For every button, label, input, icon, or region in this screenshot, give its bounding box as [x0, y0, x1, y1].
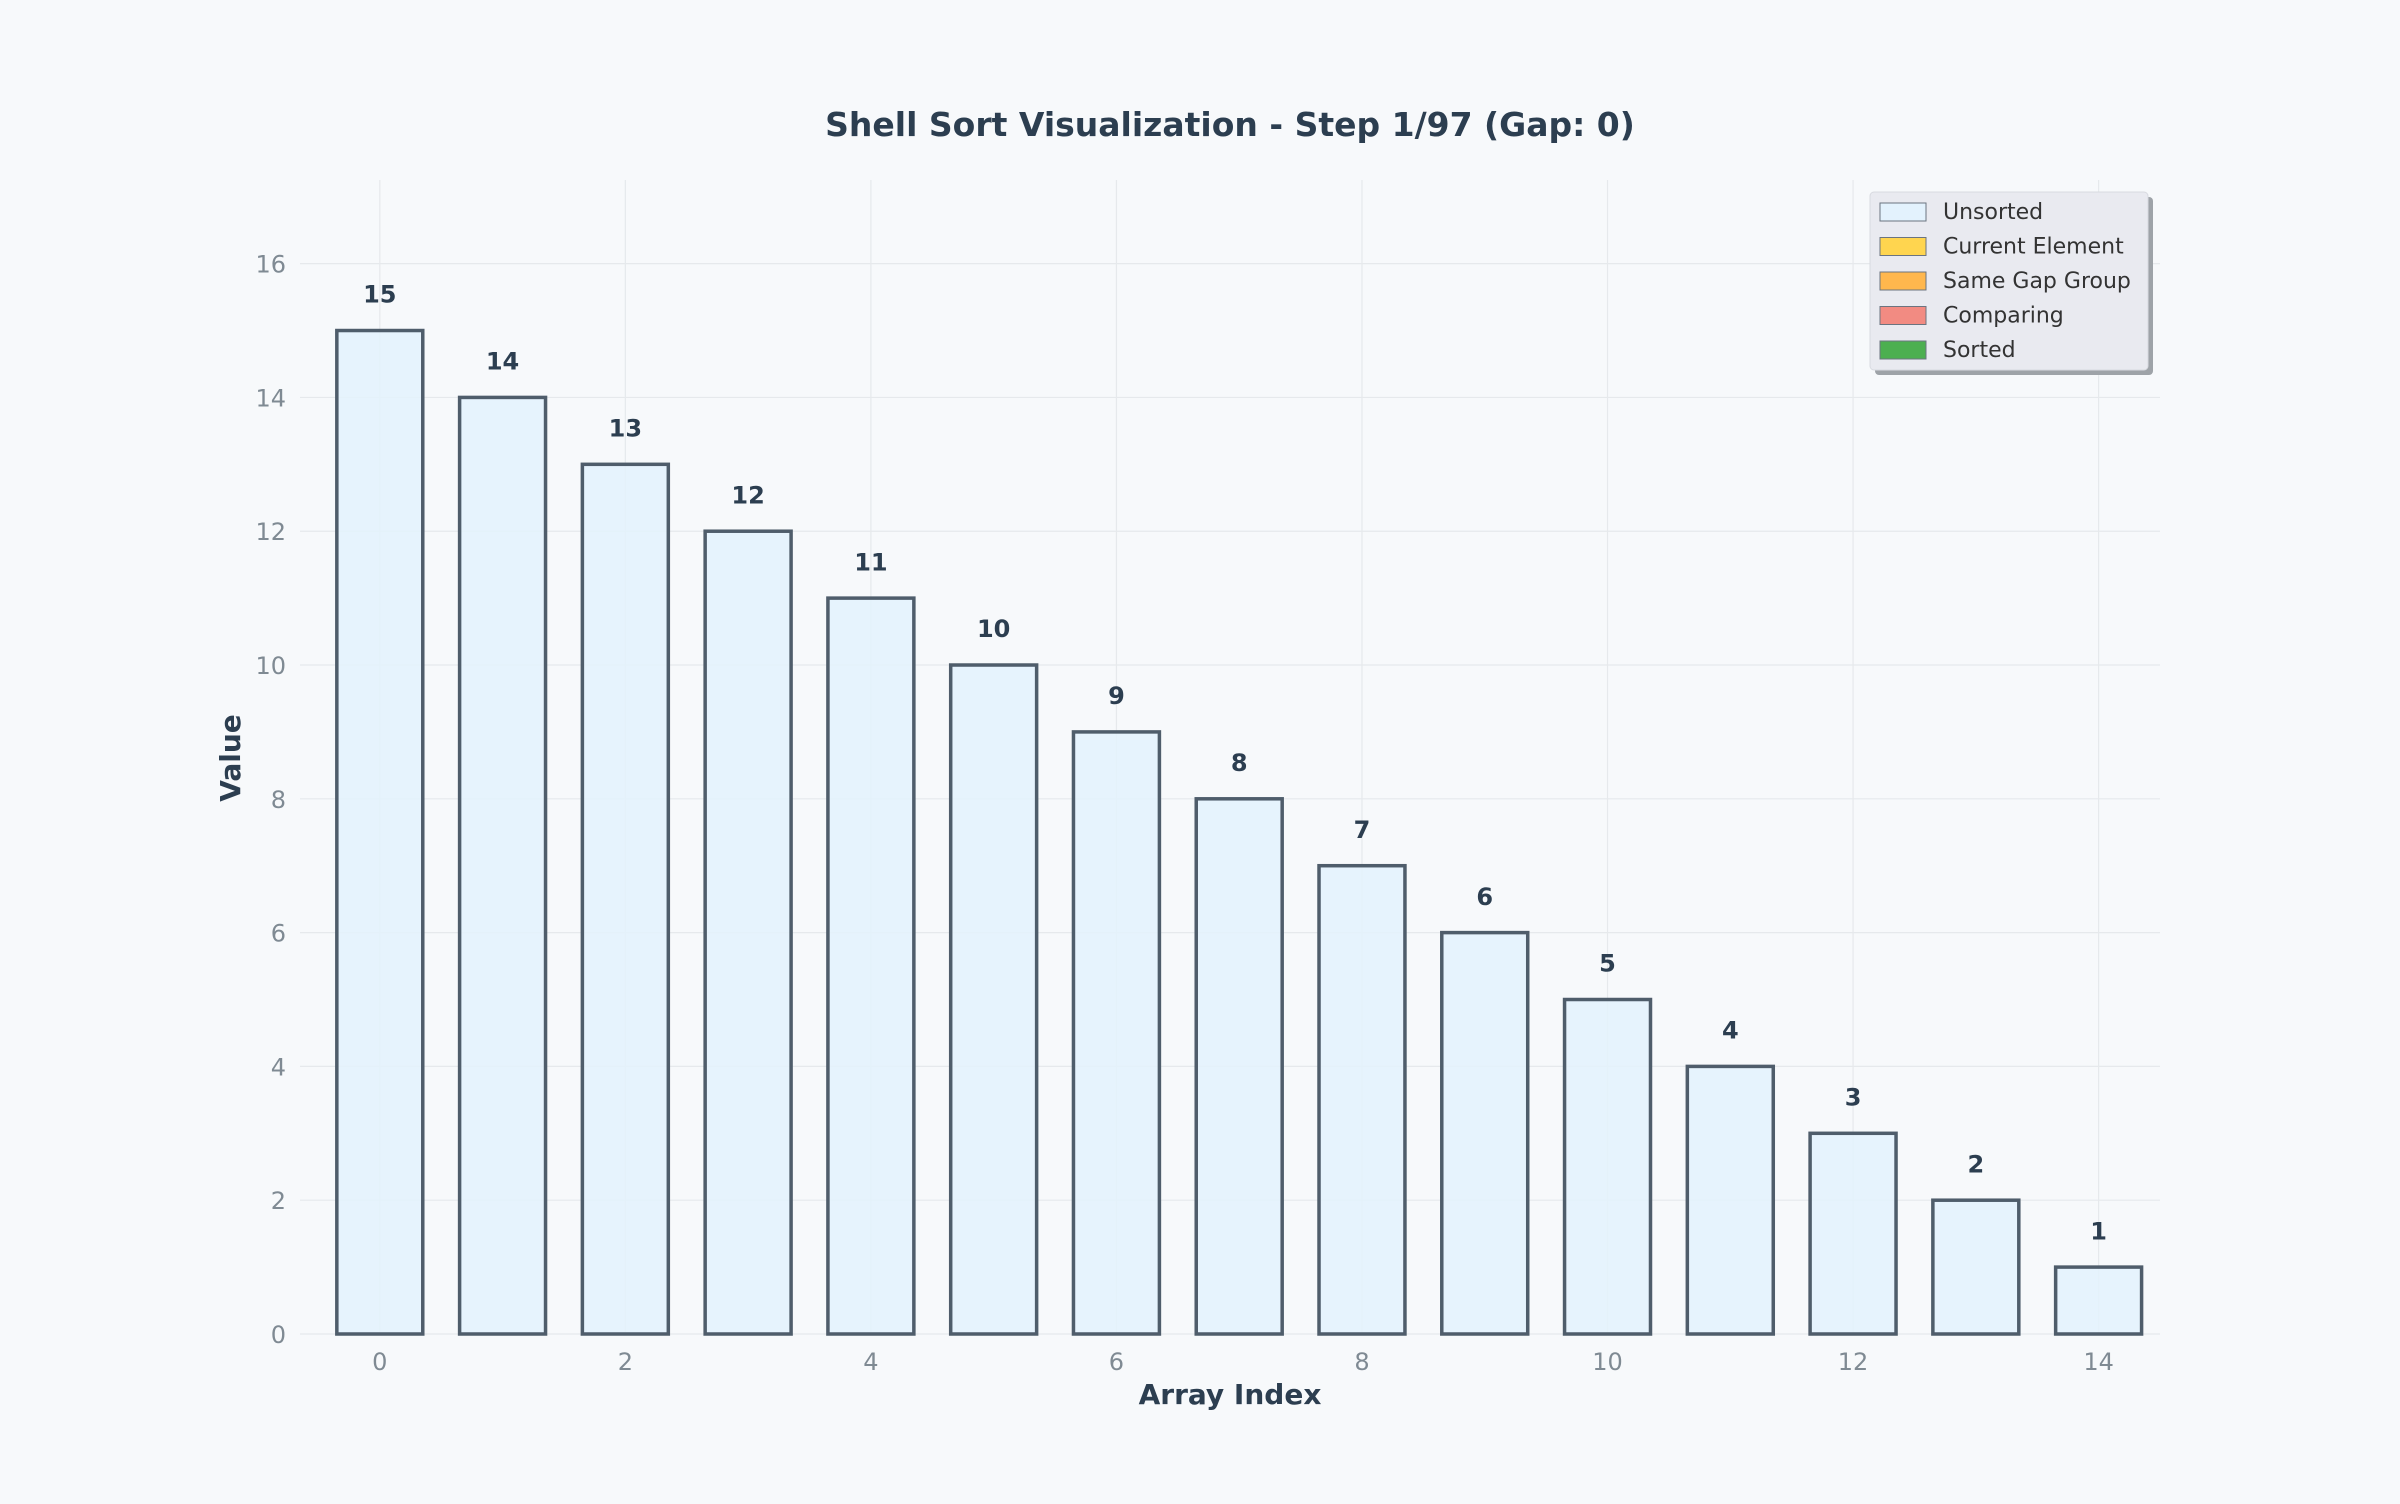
- x-tick-label: 12: [1838, 1348, 1869, 1376]
- bar-index-7: [1194, 797, 1284, 1336]
- legend-label: Comparing: [1943, 304, 2064, 329]
- y-tick-label: 8: [271, 786, 286, 814]
- legend-swatch: [1879, 271, 1927, 291]
- y-tick-label: 12: [255, 518, 286, 546]
- bar-index-10: [1562, 997, 1653, 1336]
- bar-index-8: [1317, 863, 1407, 1336]
- legend-label: Same Gap Group: [1943, 269, 2131, 294]
- bar-index-2: [580, 462, 671, 1336]
- bar-value-label: 9: [1108, 682, 1125, 710]
- x-tick-label: 10: [1592, 1348, 1623, 1376]
- bar-index-12: [1808, 1131, 1898, 1336]
- y-tick-label: 0: [271, 1321, 286, 1349]
- bar-index-6: [1071, 730, 1162, 1336]
- bar-index-13: [1931, 1198, 2021, 1336]
- bar-index-5: [948, 663, 1039, 1336]
- legend-label: Current Element: [1943, 235, 2124, 260]
- x-tick-label: 2: [618, 1348, 633, 1376]
- legend-swatch: [1879, 306, 1927, 325]
- legend-swatch: [1879, 237, 1927, 256]
- x-tick-label: 6: [1109, 1348, 1124, 1376]
- bar-value-label: 12: [731, 481, 764, 509]
- y-tick-label: 14: [255, 384, 286, 412]
- legend: Unsorted Current Element Same Gap Group Com…: [1869, 191, 2153, 375]
- bar-value-label: 15: [363, 281, 396, 309]
- x-tick-label: 8: [1354, 1348, 1369, 1376]
- x-tick-label: 4: [863, 1348, 878, 1376]
- bar-index-0: [335, 328, 425, 1336]
- x-tick-label: 14: [2083, 1348, 2114, 1376]
- legend-box: [1869, 191, 2149, 371]
- y-tick-label: 16: [255, 251, 286, 279]
- bar-value-label: 7: [1354, 816, 1371, 844]
- bar-index-1: [457, 395, 548, 1336]
- bars-layer: [335, 328, 2144, 1336]
- bar-value-label: 8: [1231, 749, 1248, 777]
- bar-value-label: 6: [1476, 883, 1493, 911]
- y-tick-label: 4: [271, 1053, 286, 1081]
- bar-value-label: 13: [609, 415, 642, 443]
- y-axis-label: Value: [214, 714, 247, 802]
- x-tick-label: 0: [372, 1348, 387, 1376]
- bar-value-label: 10: [977, 615, 1010, 643]
- bar-index-3: [703, 529, 793, 1336]
- bar-value-label: 14: [486, 348, 519, 376]
- value-labels-layer: 15 14 13 12 11 10 9 8 7 6 5 4 3 2 1: [363, 281, 2107, 1246]
- y-tick-label: 6: [271, 920, 286, 948]
- bar-value-label: 4: [1722, 1017, 1739, 1045]
- chart-title: Shell Sort Visualization - Step 1/97 (Ga…: [825, 105, 1635, 144]
- bar-value-label: 5: [1599, 950, 1616, 978]
- bar-index-9: [1440, 930, 1530, 1336]
- bar-value-label: 3: [1845, 1084, 1862, 1112]
- bar-index-14: [2053, 1265, 2144, 1336]
- legend-label: Unsorted: [1943, 200, 2043, 225]
- y-tick-label: 10: [255, 652, 286, 680]
- bar-value-label: 11: [854, 548, 887, 576]
- bar-index-4: [826, 596, 916, 1336]
- bar-value-label: 1: [2090, 1217, 2107, 1245]
- legend-label: Sorted: [1943, 338, 2016, 363]
- bar-index-11: [1685, 1064, 1776, 1336]
- bar-value-label: 2: [1967, 1150, 1984, 1178]
- legend-swatch: [1879, 202, 1927, 222]
- legend-swatch: [1879, 340, 1927, 360]
- y-tick-label: 2: [271, 1187, 286, 1215]
- x-axis-label: Array Index: [1139, 1378, 1322, 1411]
